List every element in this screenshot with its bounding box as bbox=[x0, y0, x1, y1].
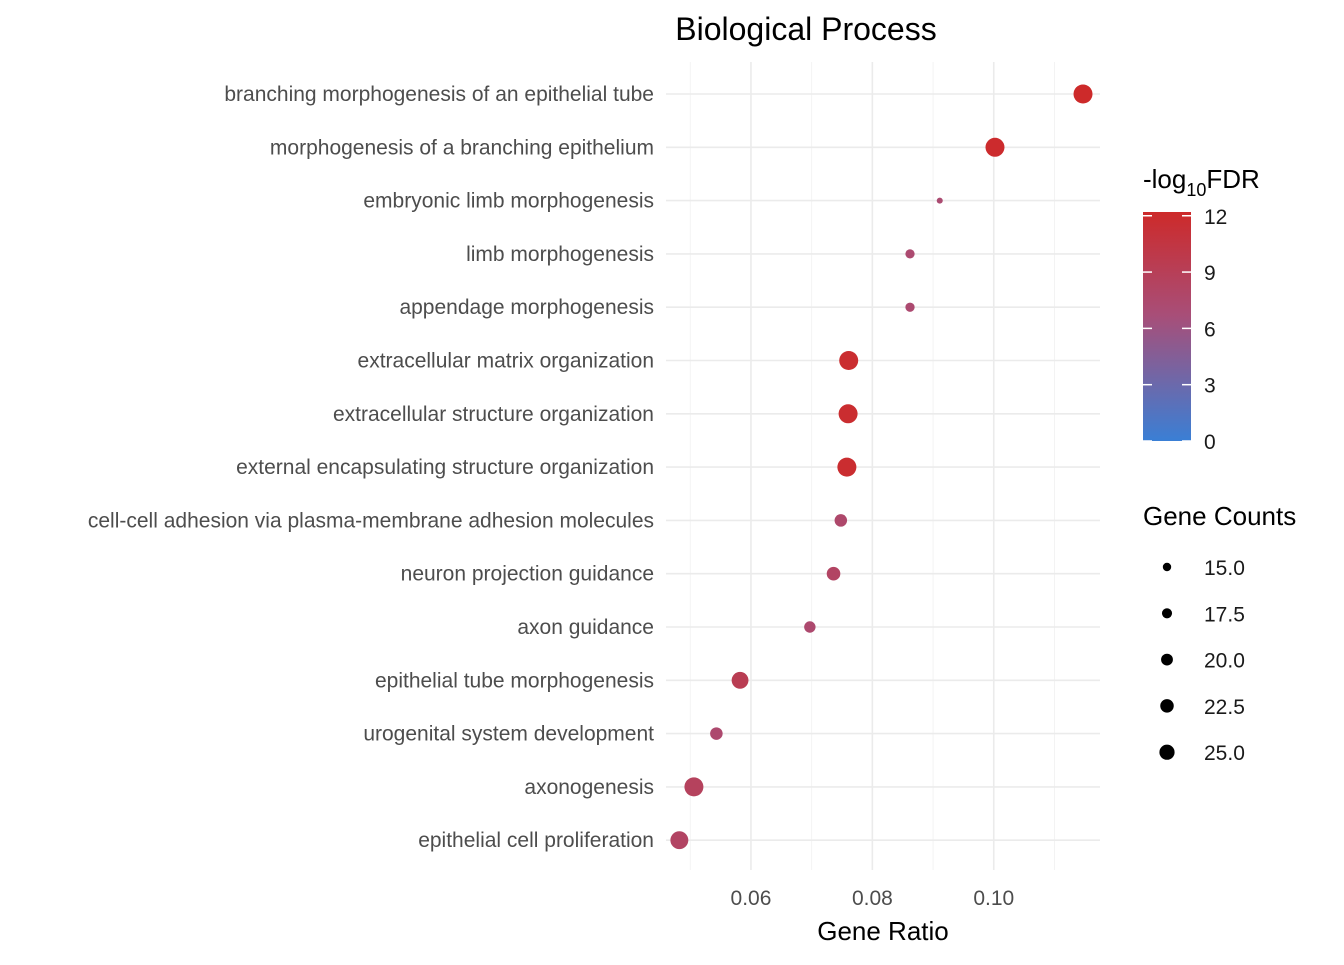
size-legend-key bbox=[1161, 653, 1173, 666]
data-point bbox=[905, 249, 915, 259]
color-legend-bar bbox=[1143, 212, 1191, 441]
size-legend-key bbox=[1160, 699, 1174, 713]
y-tick-label: branching morphogenesis of an epithelial… bbox=[224, 83, 654, 106]
x-tick-label: 0.08 bbox=[852, 887, 893, 910]
color-legend-title-end: FDR bbox=[1206, 164, 1259, 194]
data-point bbox=[838, 404, 858, 424]
y-tick-label: morphogenesis of a branching epithelium bbox=[270, 136, 654, 159]
color-legend-tick-label: 6 bbox=[1204, 318, 1216, 341]
data-point bbox=[837, 457, 857, 477]
y-tick-label: axonogenesis bbox=[524, 776, 654, 799]
y-tick-label: axon guidance bbox=[517, 616, 654, 639]
y-tick-label: urogenital system development bbox=[363, 723, 654, 746]
minor-gridlines bbox=[689, 62, 1055, 870]
size-legend-label: 22.5 bbox=[1204, 696, 1245, 719]
x-axis-labels: 0.06 0.08 0.10 bbox=[731, 887, 1015, 910]
data-points bbox=[670, 84, 1093, 850]
y-axis-labels: branching morphogenesis of an epithelial… bbox=[88, 83, 654, 852]
size-legend: Gene Counts 15.0 17.5 20.0 22.5 25.0 bbox=[1143, 501, 1296, 765]
y-tick-label: epithelial tube morphogenesis bbox=[375, 669, 654, 692]
color-legend-title-main: -log bbox=[1143, 164, 1186, 194]
color-legend-tick-label: 12 bbox=[1204, 206, 1227, 229]
size-legend-key bbox=[1159, 744, 1175, 760]
x-tick-label: 0.10 bbox=[973, 887, 1014, 910]
color-legend-tick-label: 0 bbox=[1204, 431, 1216, 454]
y-tick-label: extracellular structure organization bbox=[333, 403, 654, 426]
data-point bbox=[905, 302, 915, 312]
data-point bbox=[826, 566, 841, 581]
color-legend-ticks: 0 3 6 9 12 bbox=[1143, 206, 1227, 454]
data-point bbox=[670, 831, 689, 850]
color-legend-tick-label: 3 bbox=[1204, 375, 1216, 398]
size-legend-label: 17.5 bbox=[1204, 603, 1245, 626]
data-point bbox=[985, 137, 1005, 157]
x-tick-label: 0.06 bbox=[731, 887, 772, 910]
y-tick-label: cell-cell adhesion via plasma-membrane a… bbox=[88, 509, 654, 532]
y-tick-label: epithelial cell proliferation bbox=[418, 829, 654, 852]
y-tick-label: extracellular matrix organization bbox=[358, 350, 654, 373]
y-tick-label: neuron projection guidance bbox=[401, 563, 654, 586]
data-point bbox=[1073, 84, 1093, 104]
data-point bbox=[834, 514, 848, 527]
size-legend-key bbox=[1161, 608, 1173, 619]
x-axis-title: Gene Ratio bbox=[817, 916, 949, 946]
color-legend: -log10FDR 0 3 6 9 12 bbox=[1143, 164, 1260, 454]
chart-title: Biological Process bbox=[675, 11, 936, 47]
data-point bbox=[936, 197, 943, 204]
color-legend-title: -log10FDR bbox=[1143, 164, 1260, 200]
data-point bbox=[684, 777, 704, 797]
major-gridlines bbox=[666, 62, 1100, 870]
size-legend-label: 20.0 bbox=[1204, 650, 1245, 673]
y-tick-label: limb morphogenesis bbox=[466, 243, 654, 266]
size-legend-title: Gene Counts bbox=[1143, 501, 1296, 531]
y-tick-label: embryonic limb morphogenesis bbox=[363, 190, 654, 213]
color-legend-tick-label: 9 bbox=[1204, 262, 1216, 285]
data-point bbox=[710, 727, 723, 740]
data-point bbox=[731, 671, 749, 689]
color-legend-title-subscript: 10 bbox=[1186, 180, 1206, 200]
y-tick-label: appendage morphogenesis bbox=[399, 296, 654, 319]
size-legend-label: 25.0 bbox=[1204, 742, 1245, 765]
data-point bbox=[839, 351, 859, 370]
size-legend-label: 15.0 bbox=[1204, 557, 1245, 580]
size-legend-key bbox=[1162, 562, 1172, 572]
size-legend-items: 15.0 17.5 20.0 22.5 25.0 bbox=[1159, 557, 1245, 765]
data-point bbox=[804, 621, 816, 633]
y-tick-label: external encapsulating structure organiz… bbox=[236, 456, 654, 479]
